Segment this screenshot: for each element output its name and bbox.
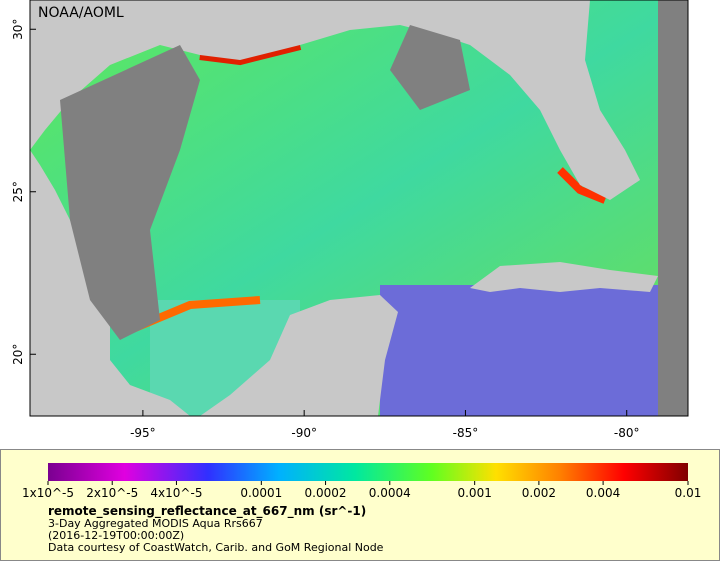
y-tick-label: 30°	[11, 19, 25, 40]
cloud-mask	[60, 45, 200, 340]
credit: NOAA/AOML	[38, 5, 124, 21]
colorbar-tick-label: 2x10^-5	[86, 486, 138, 500]
cloud-mask	[390, 25, 470, 110]
colorbar-tick-label: 0.0001	[240, 486, 282, 500]
x-tick-label: -80°	[614, 426, 640, 440]
turbid-coast	[557, 167, 607, 204]
caribbean-water	[380, 285, 658, 416]
colorbar-tick-label: 1x10^-5	[22, 486, 74, 500]
land	[200, 295, 398, 416]
axes: -95° -90° -85° -80° 20° 25° 30°	[11, 19, 640, 440]
colorbar-tick-label: 0.002	[522, 486, 556, 500]
legend-product: 3-Day Aggregated MODIS Aqua Rrs667	[48, 517, 263, 530]
land	[30, 150, 190, 416]
map-frame	[29, 0, 689, 417]
x-tick-label: -90°	[291, 426, 317, 440]
land	[470, 262, 658, 292]
cloud-mask	[658, 0, 688, 416]
x-tick-label: -85°	[453, 426, 479, 440]
colorbar-tick-label: 0.0004	[369, 486, 411, 500]
colorbar-tick-label: 0.001	[457, 486, 491, 500]
legend-source: Data courtesy of CoastWatch, Carib. and …	[48, 541, 384, 554]
colorbar-tick-label: 0.01	[675, 486, 702, 500]
colorbar	[48, 463, 688, 481]
y-tick-label: 25°	[11, 181, 25, 202]
colorbar-tick-label: 4x10^-5	[150, 486, 202, 500]
y-tick-label: 20°	[11, 344, 25, 365]
map-area	[29, 0, 689, 417]
colorbar-tick-label: 0.004	[586, 486, 620, 500]
colorbar-tick-label: 0.0002	[305, 486, 347, 500]
colorbar-ticks: 1x10^-5 2x10^-5 4x10^-5 0.0001 0.0002 0.0004 0…	[22, 481, 701, 500]
legend-variable: remote_sensing_reflectance_at_667_nm (sr…	[48, 504, 366, 519]
legend-time: (2016-12-19T00:00:00Z)	[48, 529, 184, 542]
x-tick-label: -95°	[130, 426, 156, 440]
